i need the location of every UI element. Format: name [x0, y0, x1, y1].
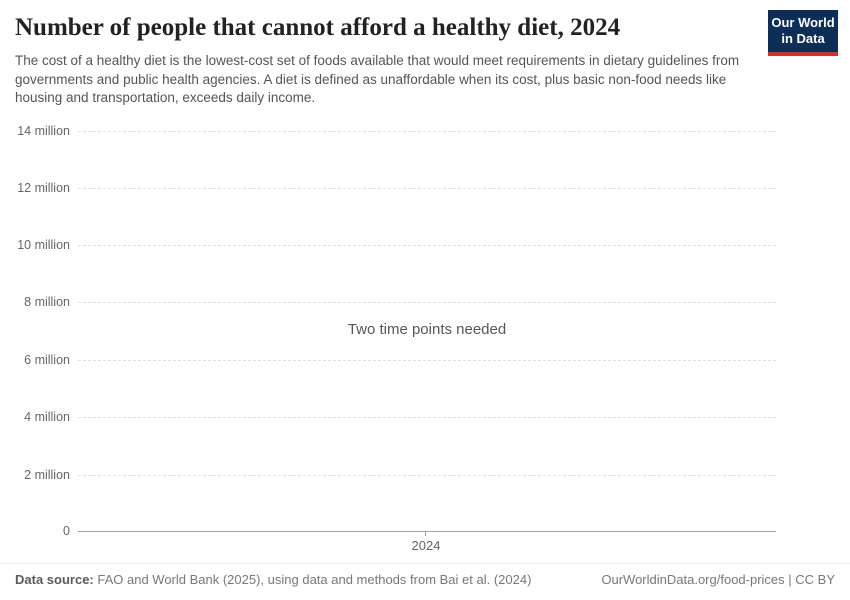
x-axis-tick-label: 2024 [411, 538, 441, 553]
y-axis-tick-label: 2 million [24, 468, 70, 482]
data-source: Data source: FAO and World Bank (2025), … [15, 572, 531, 588]
x-axis-line [78, 531, 776, 532]
y-axis-tick-label: 6 million [24, 353, 70, 367]
gridline [78, 245, 776, 246]
y-axis-tick-label: 14 million [17, 124, 70, 138]
chart-subtitle: The cost of a healthy diet is the lowest… [15, 53, 740, 105]
chart-title: Number of people that cannot afford a he… [15, 14, 621, 41]
owid-logo-line1: Our World [771, 15, 835, 30]
data-source-label: Data source: [15, 572, 94, 587]
gridline [78, 188, 776, 189]
owid-logo-line2: in Data [781, 31, 825, 46]
owid-logo[interactable]: Our World in Data [768, 10, 838, 56]
y-axis-tick-label: 10 million [17, 238, 70, 252]
y-axis-tick-label: 12 million [17, 181, 70, 195]
y-axis-tick-label: 0 [63, 524, 70, 538]
license-link[interactable]: OurWorldinData.org/food-prices | CC BY [601, 572, 835, 587]
y-axis-tick-label: 4 million [24, 410, 70, 424]
gridline [78, 475, 776, 476]
x-axis-tick [425, 531, 426, 536]
chart-empty-message: Two time points needed [347, 321, 507, 338]
gridline [78, 417, 776, 418]
chart-footer: Data source: FAO and World Bank (2025), … [0, 563, 850, 600]
gridline [78, 302, 776, 303]
gridline [78, 360, 776, 361]
y-axis-tick-label: 8 million [24, 295, 70, 309]
gridline [78, 131, 776, 132]
data-source-text: FAO and World Bank (2025), using data an… [93, 572, 532, 587]
